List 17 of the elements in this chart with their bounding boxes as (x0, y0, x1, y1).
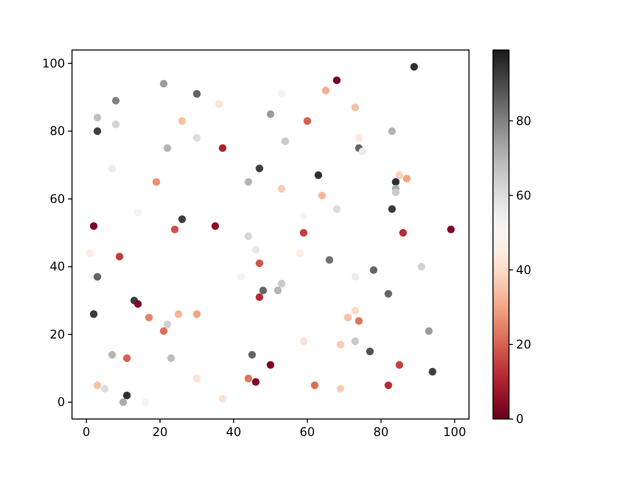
y-tick-label: 20 (50, 327, 65, 342)
x-tick-label: 0 (82, 425, 90, 439)
x-tick-label: 40 (226, 425, 242, 439)
y-tick-label: 100 (42, 56, 65, 70)
color-bar-label: 80 (516, 114, 532, 128)
y-tick-label: 80 (50, 124, 65, 138)
color-bar-label: 60 (516, 188, 532, 202)
y-tick-label: 40 (50, 260, 65, 274)
color-bar-label: 40 (516, 262, 532, 277)
color-bar-label: 0 (516, 412, 524, 426)
color-bar-label: 20 (516, 337, 532, 352)
x-tick-label: 60 (300, 425, 315, 439)
y-tick-label: 60 (50, 192, 65, 206)
x-tick-label: 100 (443, 425, 466, 439)
x-tick-label: 80 (373, 425, 389, 439)
y-tick-label: 0 (57, 395, 65, 410)
x-tick-label: 20 (152, 425, 168, 439)
